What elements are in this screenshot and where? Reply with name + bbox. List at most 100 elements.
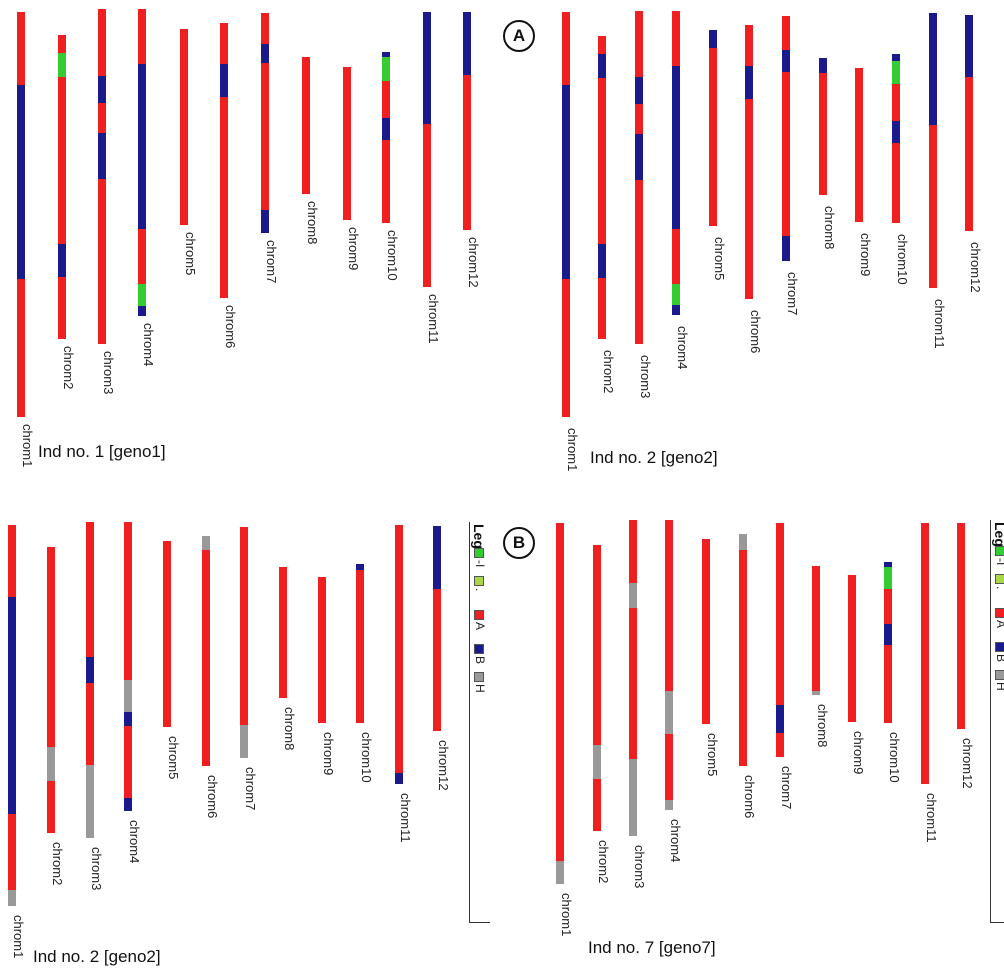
segment-G [892,60,900,85]
chromosome-bar-chrom8 [812,566,820,695]
segment-B [745,65,753,100]
chromosome-label: chrom11 [932,299,947,349]
legend-swatch-H [995,670,1004,680]
segment-A [848,575,856,722]
segment-B [819,58,827,74]
chromosome-bar-chrom1 [562,12,570,417]
segment-B [892,121,900,144]
segment-G [884,566,892,590]
segment-H [47,746,55,782]
segment-A [395,525,403,774]
segment-G [382,57,390,82]
segment-A [745,25,753,67]
individual-label: Ind no. 7 [geno7] [588,938,716,957]
segment-B [782,50,790,73]
chromosome-bar-chrom3 [86,522,94,838]
segment-A [593,545,601,746]
segment-B [709,30,717,49]
chromosome-bar-chrom10 [356,564,364,723]
segment-A [17,12,25,86]
segment-A [812,566,820,693]
segment-A [138,9,146,65]
segment-A [921,523,929,784]
legend-swatch-G [474,548,484,558]
chromosome-bar-chrom5 [180,29,188,225]
segment-B [58,244,66,278]
chromosome-label: chrom2 [61,346,76,390]
chromosome-label: chrom8 [815,704,830,748]
segment-A [635,180,643,344]
chromosome-label: chrom8 [822,206,837,250]
chromosome-bar-chrom7 [776,523,784,757]
chromosome-bar-chrom10 [884,562,892,723]
segment-H [665,800,673,810]
chromosome-label: chrom10 [385,230,400,281]
chromosome-label: chrom9 [321,732,336,776]
chromosome-bar-chrom1 [8,525,16,906]
segment-B [220,64,228,98]
chromosome-bar-chrom2 [593,545,601,831]
chromosome-label: chrom12 [960,738,975,789]
segment-G [672,283,680,306]
segment-B [562,84,570,280]
chromosome-bar-chrom11 [395,525,403,784]
chromosome-label: chrom7 [264,240,279,284]
legend-label: A [473,622,487,631]
chromosome-label: chrom10 [895,234,910,285]
segment-B [776,704,784,734]
chromosome-label: chrom8 [305,201,320,245]
segment-A [98,102,106,134]
chromosome-label: chrom4 [675,326,690,370]
segment-A [261,13,269,45]
segment-H [593,744,601,780]
chromosome-label: chrom12 [436,740,451,791]
segment-A [261,63,269,211]
segment-A [629,520,637,584]
chromosome-bar-chrom1 [17,12,25,417]
legend-swatch-Y [995,574,1004,584]
segment-H [240,724,248,758]
chromosome-label: chrom12 [968,242,983,293]
segment-H [812,691,820,695]
segment-B [884,562,892,568]
segment-A [635,11,643,78]
chromosome-label: chrom2 [50,842,65,886]
chromosome-bar-chrom3 [98,9,106,344]
segment-H [86,764,94,838]
chromosome-bar-chrom3 [635,11,643,344]
segment-B [672,304,680,315]
segment-A [180,29,188,225]
segment-A [47,780,55,833]
legend: Lege-I.ABH [990,520,1004,923]
segment-B [892,54,900,62]
chromosome-bar-chrom12 [433,526,441,731]
chromosome-bar-chrom6 [745,25,753,299]
legend-label: . [994,586,1004,589]
chromosome-label: chrom3 [638,355,653,399]
segment-A [884,645,892,723]
segment-A [382,140,390,223]
legend-label: . [473,588,487,592]
segment-G [58,53,66,78]
segment-B [382,118,390,141]
segment-B [423,12,431,125]
chromosome-label: chrom3 [89,847,104,891]
legend-swatch-G [995,546,1004,556]
segment-A [672,229,680,285]
segment-A [629,608,637,760]
segment-B [17,84,25,280]
segment-A [98,9,106,77]
segment-H [665,690,673,735]
chromosome-label: chrom1 [20,424,35,468]
chromosome-label: chrom5 [712,237,727,281]
chromosome-bar-chrom9 [855,68,863,222]
segment-A [562,278,570,417]
segment-A [709,47,717,226]
legend-swatch-A [474,610,484,620]
chromosome-label: chrom7 [785,272,800,316]
segment-A [776,523,784,706]
chromosome-bar-chrom11 [423,12,431,287]
chromosome-bar-chrom11 [921,523,929,784]
